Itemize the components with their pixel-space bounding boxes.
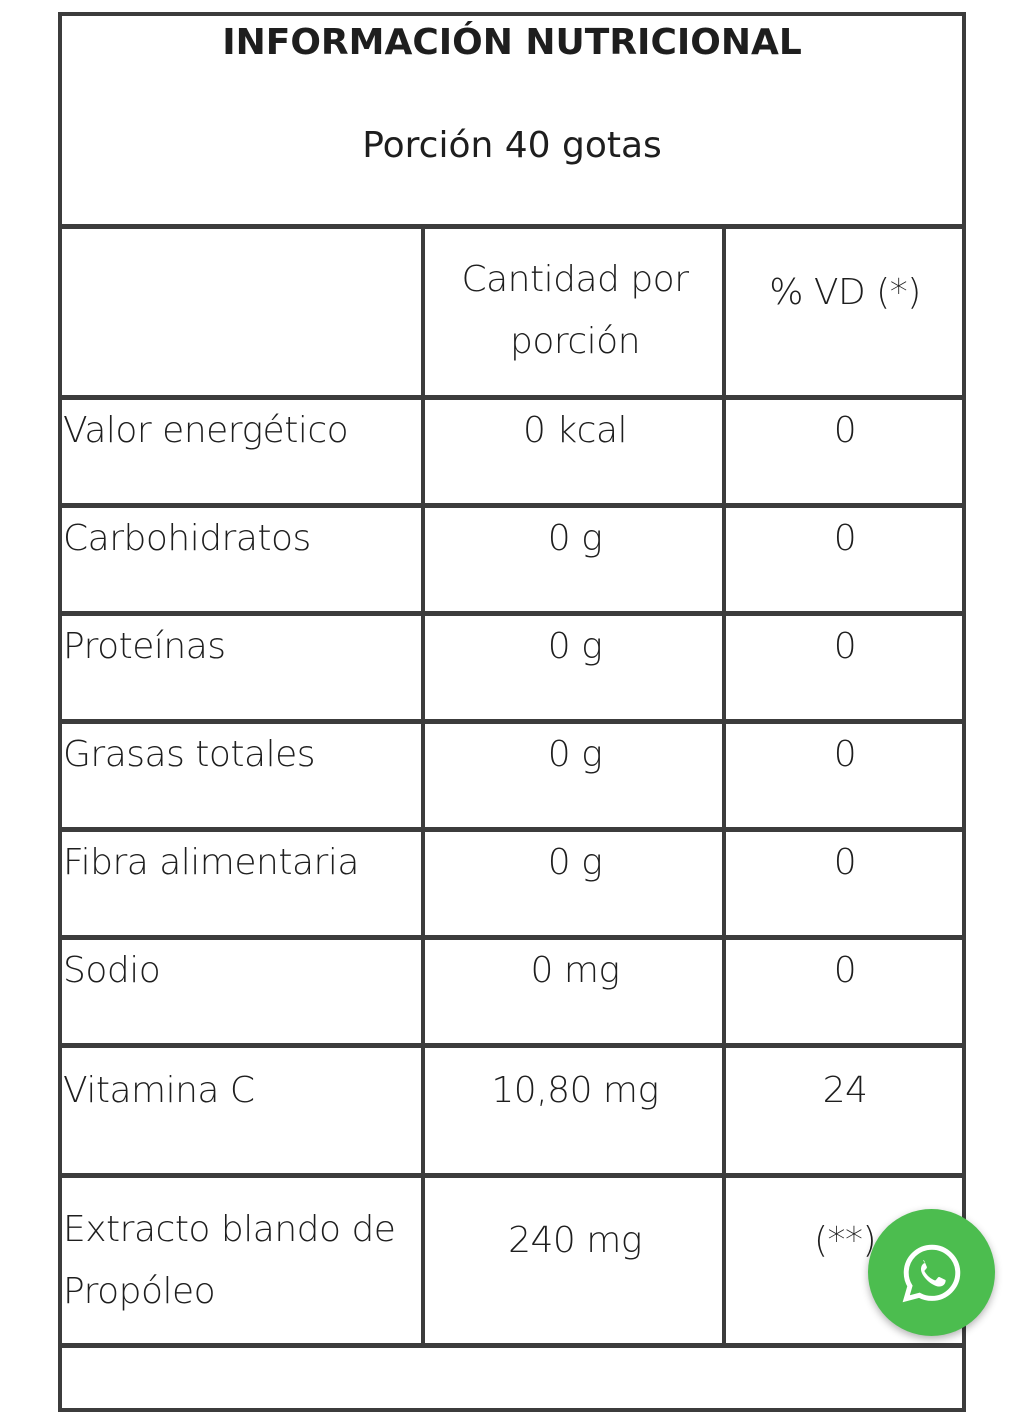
portion-size: Porción 40 gotas (362, 125, 662, 166)
nutrient-amount: 0 g (547, 625, 603, 667)
table-title: INFORMACIÓN NUTRICIONAL (222, 22, 802, 63)
nutrient-vd: 0 (833, 733, 857, 775)
row-divider (58, 224, 966, 229)
column-divider (722, 224, 726, 1348)
nutrient-name: Vitamina C (63, 1069, 255, 1111)
row-divider (58, 827, 966, 832)
header-vd: % VD (*) (769, 272, 921, 313)
row-divider (58, 1343, 966, 1348)
nutrient-amount: 0 g (547, 733, 603, 775)
nutrient-name: Grasas totales (63, 733, 316, 775)
nutrient-vd: 0 (833, 625, 857, 667)
row-divider (58, 611, 966, 616)
row-divider (58, 503, 966, 508)
nutrient-vd: 0 (833, 409, 857, 451)
nutrient-vd: 0 (833, 841, 857, 883)
row-divider (58, 935, 966, 940)
nutrient-name: Sodio (63, 949, 161, 991)
nutrient-vd: 0 (833, 517, 857, 559)
nutrient-vd: (**) (813, 1219, 877, 1261)
row-divider (58, 395, 966, 400)
nutrient-name: Proteínas (63, 625, 226, 667)
nutrient-amount: 0 g (547, 841, 603, 883)
row-divider (58, 1043, 966, 1048)
nutrient-amount: 0 kcal (522, 409, 628, 451)
nutrient-amount: 10,80 mg (491, 1069, 659, 1111)
nutrient-amount: 240 mg (508, 1219, 642, 1261)
nutrient-name: Carbohidratos (63, 517, 311, 559)
whatsapp-icon (902, 1244, 960, 1302)
row-divider (58, 1173, 966, 1178)
nutrient-vd: 24 (822, 1069, 868, 1111)
row-divider (58, 719, 966, 724)
header-amount: Cantidad por porción (461, 259, 689, 362)
whatsapp-button[interactable] (868, 1209, 995, 1336)
nutrient-name: Fibra alimentaria (63, 841, 359, 883)
nutrient-name: Extracto blando de Propóleo (63, 1208, 396, 1312)
nutrient-vd: 0 (833, 949, 857, 991)
nutrient-name: Valor energético (63, 409, 349, 451)
nutrient-amount: 0 mg (530, 949, 620, 991)
nutrient-amount: 0 g (547, 517, 603, 559)
column-divider (421, 224, 425, 1348)
